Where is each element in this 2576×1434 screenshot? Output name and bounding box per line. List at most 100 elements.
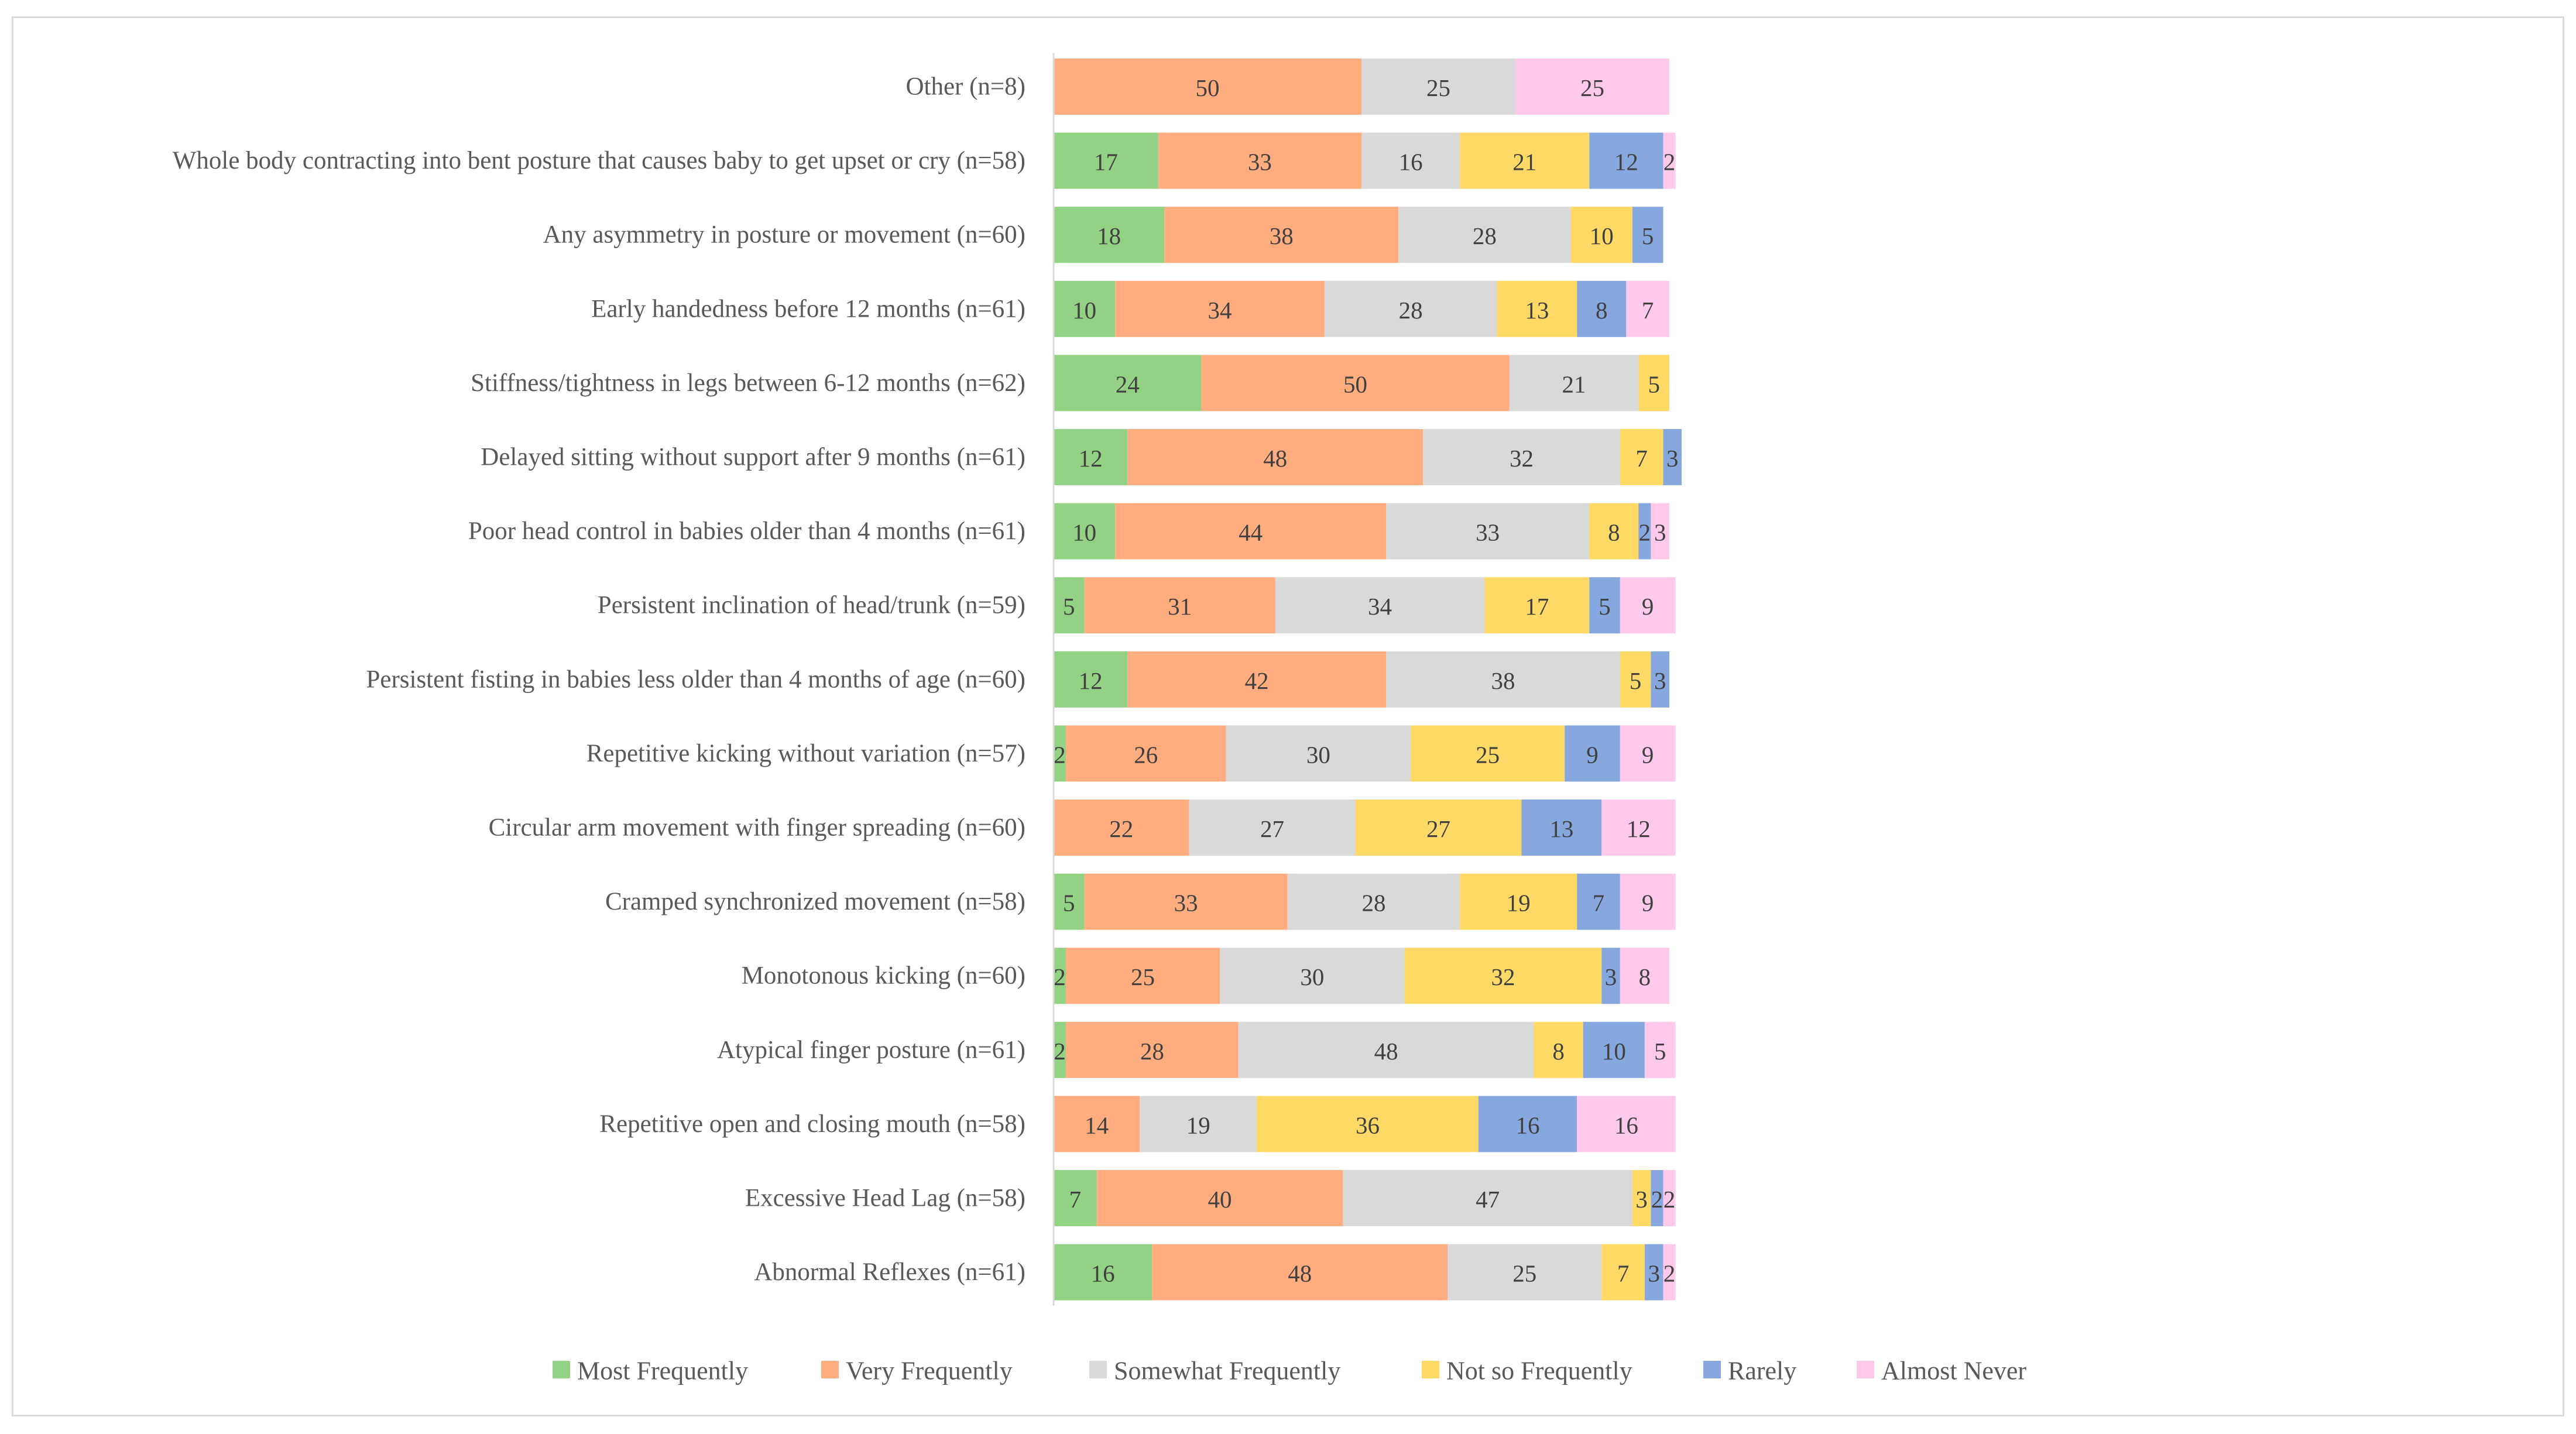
data-label: 12 [1614,149,1638,176]
data-label: 5 [1642,222,1654,249]
data-label: 8 [1639,963,1651,990]
data-label: 28 [1473,222,1497,249]
bar-segment [1054,132,1158,189]
bar-segment [1238,1021,1534,1078]
data-label: 33 [1248,149,1272,176]
bar-segment [1577,1096,1676,1152]
data-label: 8 [1596,297,1608,324]
data-label: 40 [1208,1186,1232,1213]
bar-segment [1361,59,1515,115]
data-label: 28 [1399,297,1423,324]
legend-label: Somewhat Frequently [1114,1357,1340,1385]
data-label: 19 [1186,1111,1210,1138]
data-label: 2 [1639,519,1651,546]
bar-segment [1386,651,1620,708]
bar-segment [1620,577,1676,634]
bar-segments [1054,59,1682,1301]
category-label: Delayed sitting without support after 9 … [481,444,1025,471]
bar-segment [1583,1021,1645,1078]
data-label: 5 [1630,667,1642,694]
category-label: Other (n=8) [905,73,1025,101]
category-label: Abnormal Reflexes (n=61) [754,1258,1025,1286]
bar-segment [1651,1170,1663,1226]
data-label: 3 [1605,963,1617,990]
data-label: 7 [1642,297,1654,324]
data-label: 32 [1510,445,1534,472]
data-label: 3 [1635,1186,1648,1213]
bar-segment [1054,280,1116,337]
category-label: Circular arm movement with finger spread… [489,814,1025,842]
bar-segment [1054,59,1361,115]
data-label: 16 [1516,1111,1540,1138]
bar-segment [1404,948,1602,1004]
data-label: 8 [1608,519,1620,546]
data-label: 13 [1549,815,1573,842]
category-label: Persistent inclination of head/trunk (n=… [598,592,1025,619]
bar-segment [1620,429,1663,485]
bar-segment [1663,429,1682,485]
data-label: 17 [1525,593,1549,620]
bar-segment [1632,1170,1651,1226]
bar-segment [1589,132,1663,189]
data-label: 3 [1654,519,1666,546]
data-label: 28 [1140,1038,1164,1065]
data-label: 7 [1617,1260,1630,1287]
data-label: 25 [1476,741,1500,768]
data-label: 36 [1356,1111,1380,1138]
data-label: 34 [1208,297,1232,324]
data-label: 5 [1063,593,1075,620]
data-label: 14 [1085,1111,1109,1138]
legend-label: Most Frequently [577,1357,748,1385]
data-label: 25 [1512,1260,1536,1287]
bar-segment [1386,503,1590,560]
bar-segment [1158,132,1361,189]
bar-segment [1054,800,1189,856]
bar-segment [1570,207,1632,263]
bar-segment [1601,1244,1645,1301]
bar-segment [1478,1096,1577,1152]
bar-segment [1343,1170,1632,1226]
data-label: 9 [1586,741,1599,768]
data-label: 9 [1642,593,1654,620]
bar-segment [1287,873,1460,930]
legend-label: Almost Never [1881,1357,2026,1385]
bar-segment [1638,503,1651,560]
bar-segment [1644,1021,1676,1078]
bar-segment [1115,280,1325,337]
data-label: 34 [1368,593,1392,620]
bar-segment [1054,873,1085,930]
category-label: Persistent fisting in babies less older … [366,665,1025,693]
data-label: 9 [1642,890,1654,917]
bar-segment [1515,59,1669,115]
bar-segment [1054,355,1202,411]
data-label: 18 [1097,222,1121,249]
bar-segment [1226,725,1411,782]
data-label: 30 [1306,741,1330,768]
bar-segment [1497,280,1577,337]
legend-swatch [821,1361,839,1378]
bar-segment [1651,651,1669,708]
bar-segment [1201,355,1510,411]
bar-segment [1054,948,1066,1004]
legend-swatch [1703,1361,1721,1378]
bar-segment [1651,503,1669,560]
bar-segment [1275,577,1485,634]
data-label: 7 [1069,1186,1082,1213]
data-label: 17 [1094,149,1118,176]
bar-segment [1054,429,1128,485]
data-label: 12 [1079,445,1103,472]
legend-label: Not so Frequently [1446,1357,1632,1385]
data-label: 3 [1666,445,1679,472]
data-label: 10 [1072,297,1096,324]
bar-segment [1084,873,1288,930]
bar-segment [1509,355,1639,411]
legend: Most Frequently Very Frequently Somewhat F… [553,1357,2026,1385]
legend-label: Very Frequently [846,1357,1013,1385]
bar-segment [1601,800,1676,856]
bar-segment [1054,207,1165,263]
bar-segment [1620,651,1651,708]
data-label: 21 [1562,370,1586,397]
bar-segment [1054,1096,1140,1152]
category-label: Any asymmetry in posture or movement (n=… [543,221,1025,249]
